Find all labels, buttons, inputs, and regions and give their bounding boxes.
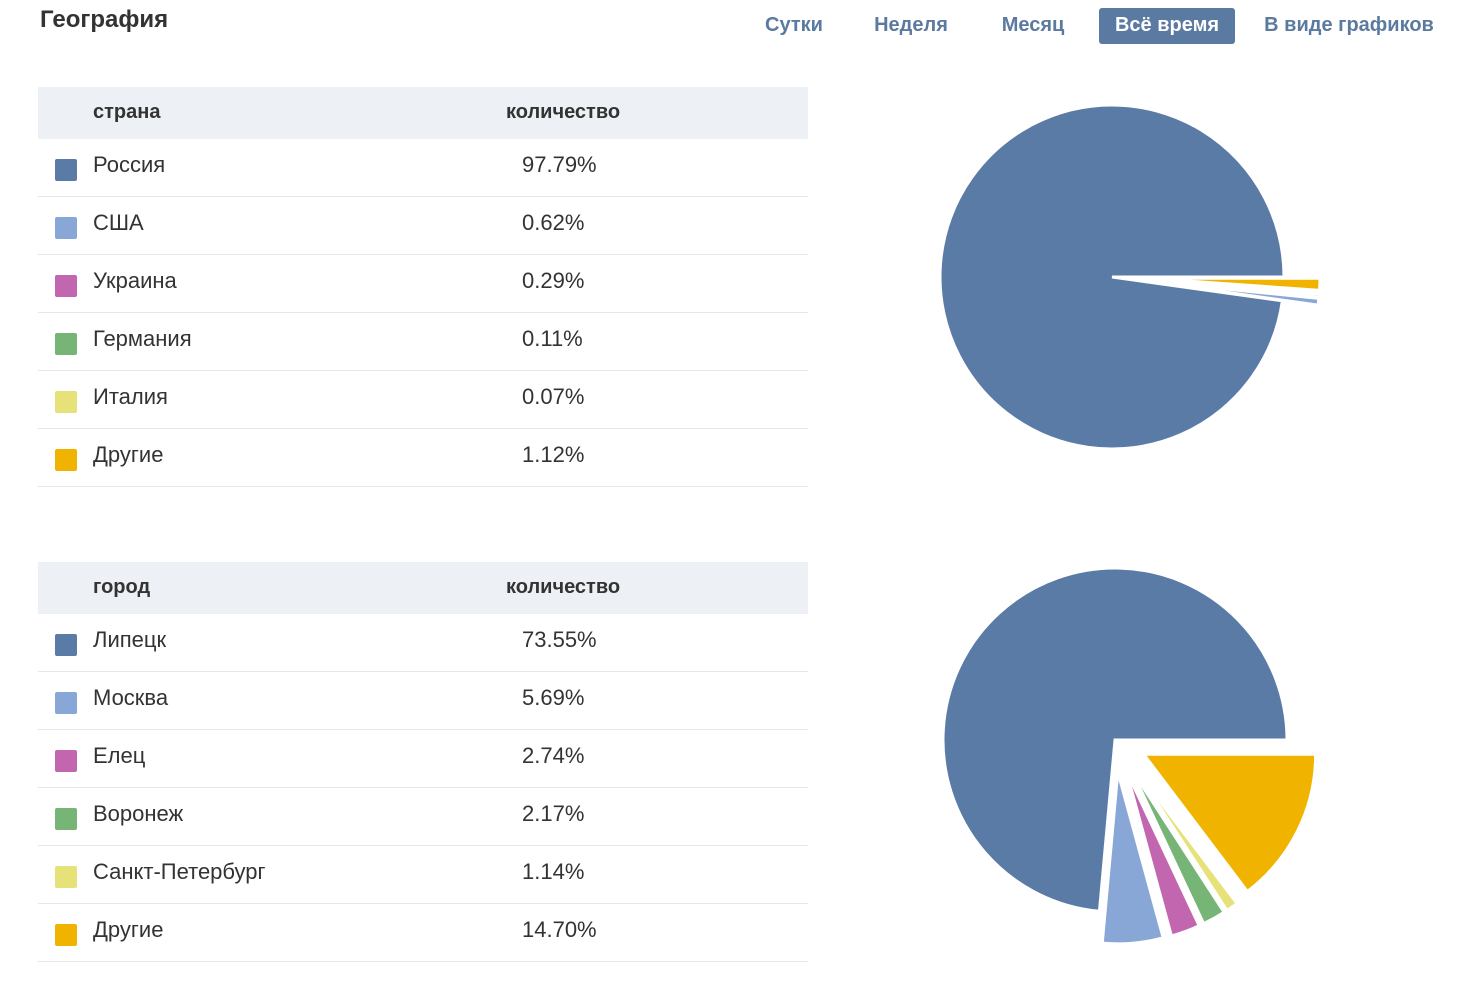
table-row: Другие 1.12% [38,429,808,487]
table-header: город количество [38,562,808,614]
row-label: Россия [93,152,166,177]
row-label: Италия [93,384,168,409]
column-header-country: страна [93,101,161,123]
tab-all-time[interactable]: Всё время [1099,8,1235,44]
table-row: Германия 0.11% [38,313,808,371]
row-value: 0.07% [522,384,585,409]
legend-swatch [55,924,77,946]
column-header-count: количество [506,101,621,123]
row-value: 1.14% [522,859,585,884]
pie-slice-1[interactable] [941,566,1289,913]
tab-week[interactable]: Неделя [874,14,948,36]
column-header-city: город [93,576,151,598]
table-row: Елец 2.74% [38,730,808,788]
table-row: Украина 0.29% [38,255,808,313]
row-label: Липецк [93,627,167,652]
tab-day[interactable]: Сутки [765,14,823,36]
legend-swatch [55,217,77,239]
pie-slice-4[interactable] [1129,767,1227,926]
table-row: Россия 97.79% [38,139,808,197]
legend-swatch [55,333,77,355]
row-value: 73.55% [522,627,597,652]
city-pie-chart [941,566,1318,946]
row-label: Елец [93,743,146,768]
table-row: Другие 14.70% [38,904,808,962]
pie-slice-1[interactable] [938,103,1286,451]
row-value: 14.70% [522,917,597,942]
table-row: Воронеж 2.17% [38,788,808,846]
table-row: Санкт-Петербург 1.14% [38,846,808,904]
row-label: Воронеж [93,801,184,826]
legend-swatch [55,449,77,471]
row-label: Германия [93,326,192,351]
table-row: Италия 0.07% [38,371,808,429]
row-label: Другие [93,917,164,942]
legend-swatch [55,808,77,830]
row-value: 2.74% [522,743,585,768]
table-header: страна количество [38,87,808,139]
pie-slice-6[interactable] [1100,771,1166,946]
table-row: США 0.62% [38,197,808,255]
row-label: Другие [93,442,164,467]
legend-swatch [55,159,77,181]
column-header-count: количество [506,576,621,598]
tab-as-charts[interactable]: В виде графиков [1264,14,1434,36]
country-pie-chart [938,103,1322,451]
row-label: Санкт-Петербург [93,859,266,884]
legend-swatch [55,750,77,772]
legend-swatch [55,866,77,888]
legend-swatch [55,275,77,297]
country-table: страна количество Россия 97.79% США 0.62… [38,87,808,487]
legend-swatch [55,391,77,413]
legend-swatch [55,634,77,656]
table-row: Москва 5.69% [38,672,808,730]
row-label: США [93,210,144,235]
row-label: Москва [93,685,169,710]
row-value: 5.69% [522,685,585,710]
table-row: Липецк 73.55% [38,614,808,672]
row-value: 0.11% [522,326,583,351]
legend-swatch [55,692,77,714]
row-value: 0.29% [522,268,585,293]
page-title: География [40,6,169,33]
pie-slice-3[interactable] [1132,765,1240,913]
row-value: 0.62% [522,210,585,235]
tab-month[interactable]: Месяц [1001,14,1065,36]
row-value: 2.17% [522,801,585,826]
row-value: 97.79% [522,152,597,177]
row-value: 1.12% [522,442,585,467]
city-table: город количество Липецк 73.55% Москва 5.… [38,562,808,962]
row-label: Украина [93,268,177,293]
pie-slice-5[interactable] [1124,769,1202,938]
pie-slice-6[interactable] [1147,279,1321,307]
pie-slice-2[interactable] [1140,752,1318,894]
